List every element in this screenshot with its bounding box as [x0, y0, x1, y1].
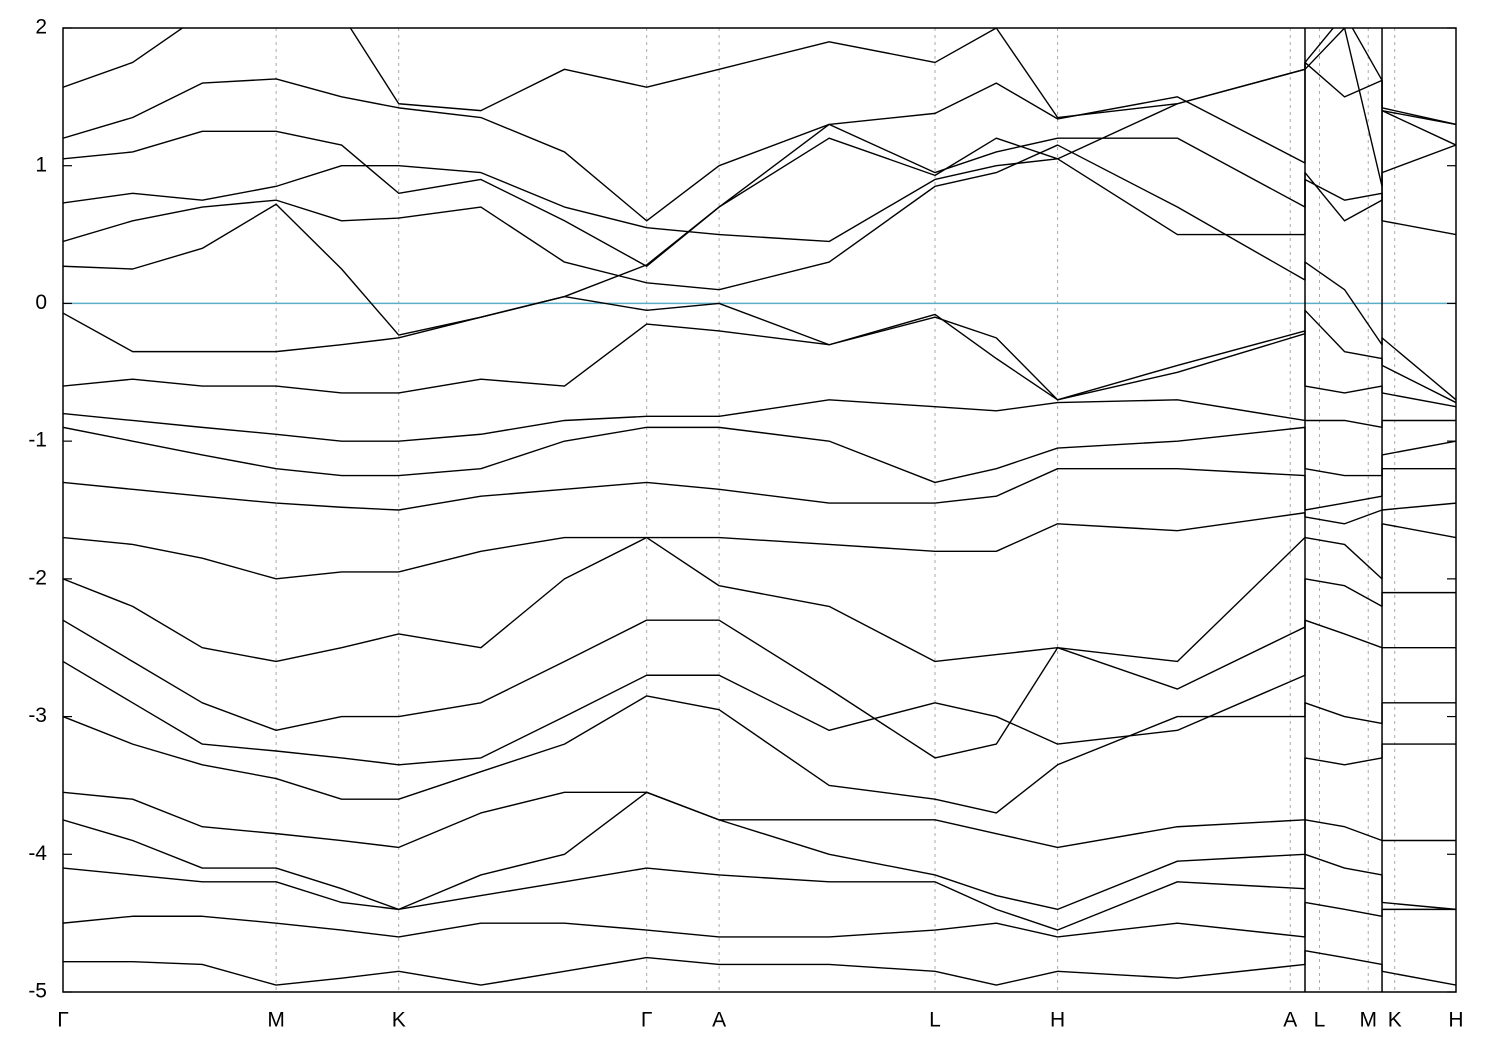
- band-line: [63, 158, 1456, 243]
- band-line: [63, 791, 1456, 911]
- axes-layer: 210-1-2-3-4-5Γ M K Γ A L H A L M K H: [28, 16, 1463, 1032]
- band-line: [63, 144, 1456, 401]
- band-line: [63, 123, 1456, 267]
- x-tick-label: H: [1448, 1009, 1463, 1032]
- x-tick-label: L: [1314, 1009, 1326, 1032]
- band-line: [63, 949, 1456, 986]
- band-line: [63, 743, 1456, 849]
- y-tick-label: 2: [35, 16, 47, 39]
- y-tick-label: 0: [35, 291, 47, 314]
- bands-layer: [63, 28, 1456, 986]
- x-tick-label: M: [1359, 1009, 1377, 1032]
- band-line: [63, 853, 1456, 931]
- band-line: [63, 28, 1456, 222]
- x-tick-label: H: [1050, 1009, 1065, 1032]
- grid-layer: [62, 28, 1457, 992]
- plot-frame: [62, 27, 1457, 993]
- band-line: [63, 901, 1456, 938]
- band-line: [63, 467, 1456, 511]
- y-tick-label: -2: [28, 566, 47, 589]
- x-tick-label: A: [1283, 1009, 1297, 1032]
- x-tick-label: M: [267, 1009, 285, 1032]
- x-tick-label: L: [929, 1009, 941, 1032]
- y-tick-label: -5: [28, 980, 47, 1003]
- y-tick-label: -1: [28, 429, 47, 452]
- band-line: [63, 399, 1456, 442]
- band-line: [63, 695, 1456, 814]
- y-tick-label: 1: [35, 153, 47, 176]
- x-tick-label: A: [712, 1009, 726, 1032]
- band-line: [63, 316, 1456, 408]
- x-tick-label: Γ: [57, 1009, 69, 1032]
- band-line: [63, 426, 1456, 484]
- band-line: [63, 619, 1456, 766]
- band-line: [63, 502, 1456, 580]
- x-tick-label: Γ: [641, 1009, 653, 1032]
- band-line: [63, 523, 1456, 663]
- y-tick-label: -3: [28, 704, 47, 727]
- band-line: [63, 28, 1456, 126]
- band-line: [63, 61, 1456, 353]
- y-tick-label: -4: [28, 842, 47, 865]
- x-tick-label: K: [392, 1009, 406, 1032]
- x-tick-label: K: [1388, 1009, 1402, 1032]
- band-line: [63, 578, 1456, 759]
